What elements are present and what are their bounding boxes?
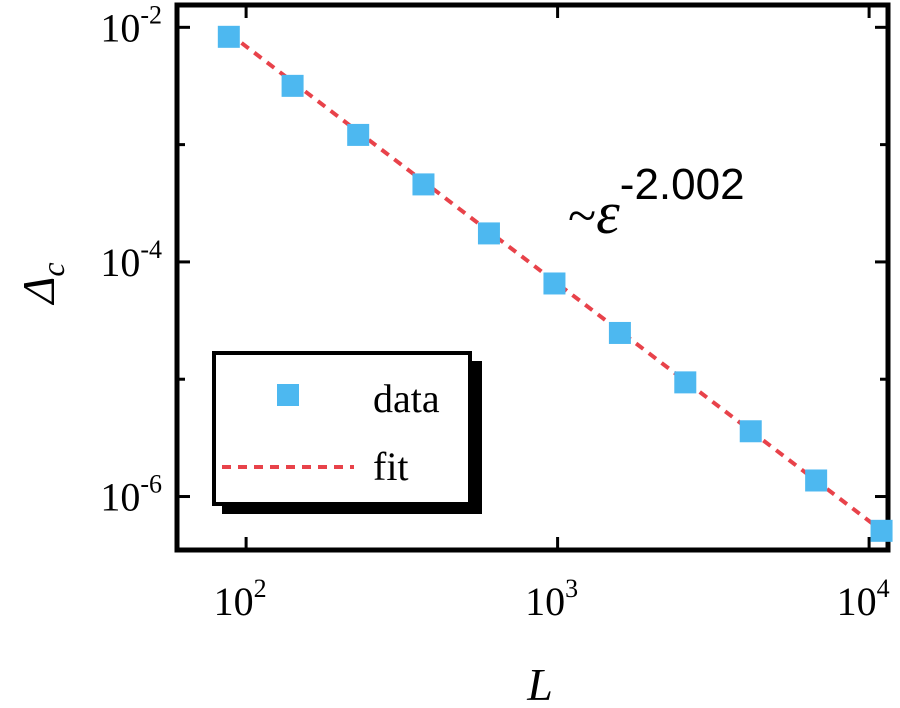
x-axis-title: L [526, 659, 553, 708]
x-tick-label: 104 [837, 574, 890, 624]
data-point [805, 469, 828, 492]
data-point [608, 321, 631, 344]
plot-frame [174, 2, 891, 553]
y-axis-ticks: 10-6 10-4 10-2 [100, 0, 888, 520]
y-tick-label: 10-6 [100, 470, 162, 520]
legend-label-data: data [373, 376, 440, 421]
annotation-tilde: ~ [568, 188, 596, 245]
data-point [674, 371, 697, 394]
data-point [739, 420, 762, 443]
y-axis-title-main: Δ [13, 277, 64, 306]
fit-line [227, 31, 884, 533]
legend-label-fit: fit [373, 444, 409, 489]
y-axis-title: Δc [13, 262, 71, 305]
slope-annotation: ~ε-2.002 [568, 160, 745, 246]
data-point [477, 222, 500, 245]
series-layer [217, 25, 893, 542]
data-point [281, 74, 304, 97]
annotation-exponent: -2.002 [620, 160, 745, 209]
x-axis-ticks: 102 103 104 [214, 5, 890, 624]
data-point [543, 272, 566, 295]
annotation-epsilon: ε [596, 180, 620, 246]
y-axis-title-sub: c [35, 262, 71, 276]
x-tick-label: 102 [214, 574, 267, 624]
data-point [217, 25, 240, 48]
x-tick-label: 103 [525, 574, 578, 624]
y-tick-label: 10-2 [100, 0, 162, 50]
legend-marker-data [277, 384, 299, 406]
legend: data fit [212, 351, 482, 514]
legend-box [212, 351, 472, 506]
y-tick-label: 10-4 [100, 235, 162, 285]
data-point [347, 123, 370, 146]
data-point [870, 519, 893, 542]
data-point [412, 173, 435, 196]
